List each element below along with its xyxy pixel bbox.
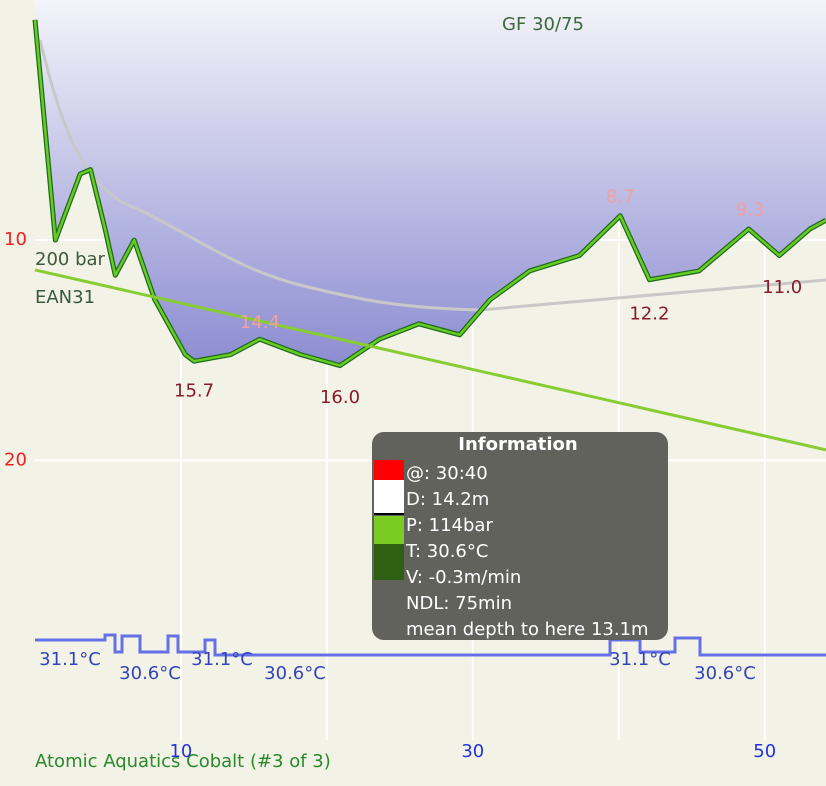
info-line: @: 30:40 [406, 463, 488, 484]
info-line: V: -0.3m/min [406, 567, 521, 588]
max-depth-label: 15.7 [174, 381, 214, 402]
x-tick-label: 10 [169, 741, 192, 762]
info-line: mean depth to here 13.1m [406, 619, 649, 640]
min-depth-label: 8.7 [606, 186, 635, 207]
temperature-label: 30.6°C [694, 663, 756, 684]
min-depth-label: 14.4 [240, 312, 280, 333]
ceiling-line [38, 39, 826, 312]
max-depth-label: 16.0 [320, 387, 360, 408]
y-tick-label: 10 [4, 229, 27, 250]
temperature-line [35, 633, 826, 657]
temperature-label: 31.1°C [191, 649, 253, 670]
gas-label: 200 bar [35, 249, 106, 270]
info-line: T: 30.6°C [405, 541, 488, 562]
temperature-label: 30.6°C [264, 663, 326, 684]
info-line: P: 114bar [406, 515, 493, 536]
chart-title: GF 30/75 [502, 14, 584, 35]
footer: Atomic Aquatics Cobalt (#3 of 3) [35, 751, 331, 772]
info-swatch [374, 544, 404, 580]
info-background [372, 432, 668, 640]
y-tick-label: 20 [4, 449, 27, 470]
max-depth-label: 11.0 [762, 277, 802, 298]
info-line: NDL: 75min [406, 593, 512, 614]
temperature-label: 31.1°C [39, 649, 101, 670]
x-tick-label: 50 [753, 741, 776, 762]
depth-line [33, 19, 826, 367]
info-swatch [374, 460, 404, 480]
info-title: Information [458, 434, 577, 455]
temperature-label: 31.1°C [609, 649, 671, 670]
x-tick-label: 30 [461, 741, 484, 762]
max-depth-label: 12.2 [629, 304, 669, 325]
min-depth-label: 9.3 [736, 200, 765, 221]
depth-fill [35, 0, 826, 366]
gas-label: EAN31 [35, 287, 95, 308]
temperature-label: 30.6°C [119, 663, 181, 684]
pressure-line [34, 268, 826, 452]
info-box: Information @: 30:40 D: 14.2m P: 114bar T: 3… [372, 432, 668, 640]
info-swatch [374, 480, 404, 514]
info-swatch [374, 516, 404, 544]
info-line: D: 14.2m [406, 489, 489, 510]
